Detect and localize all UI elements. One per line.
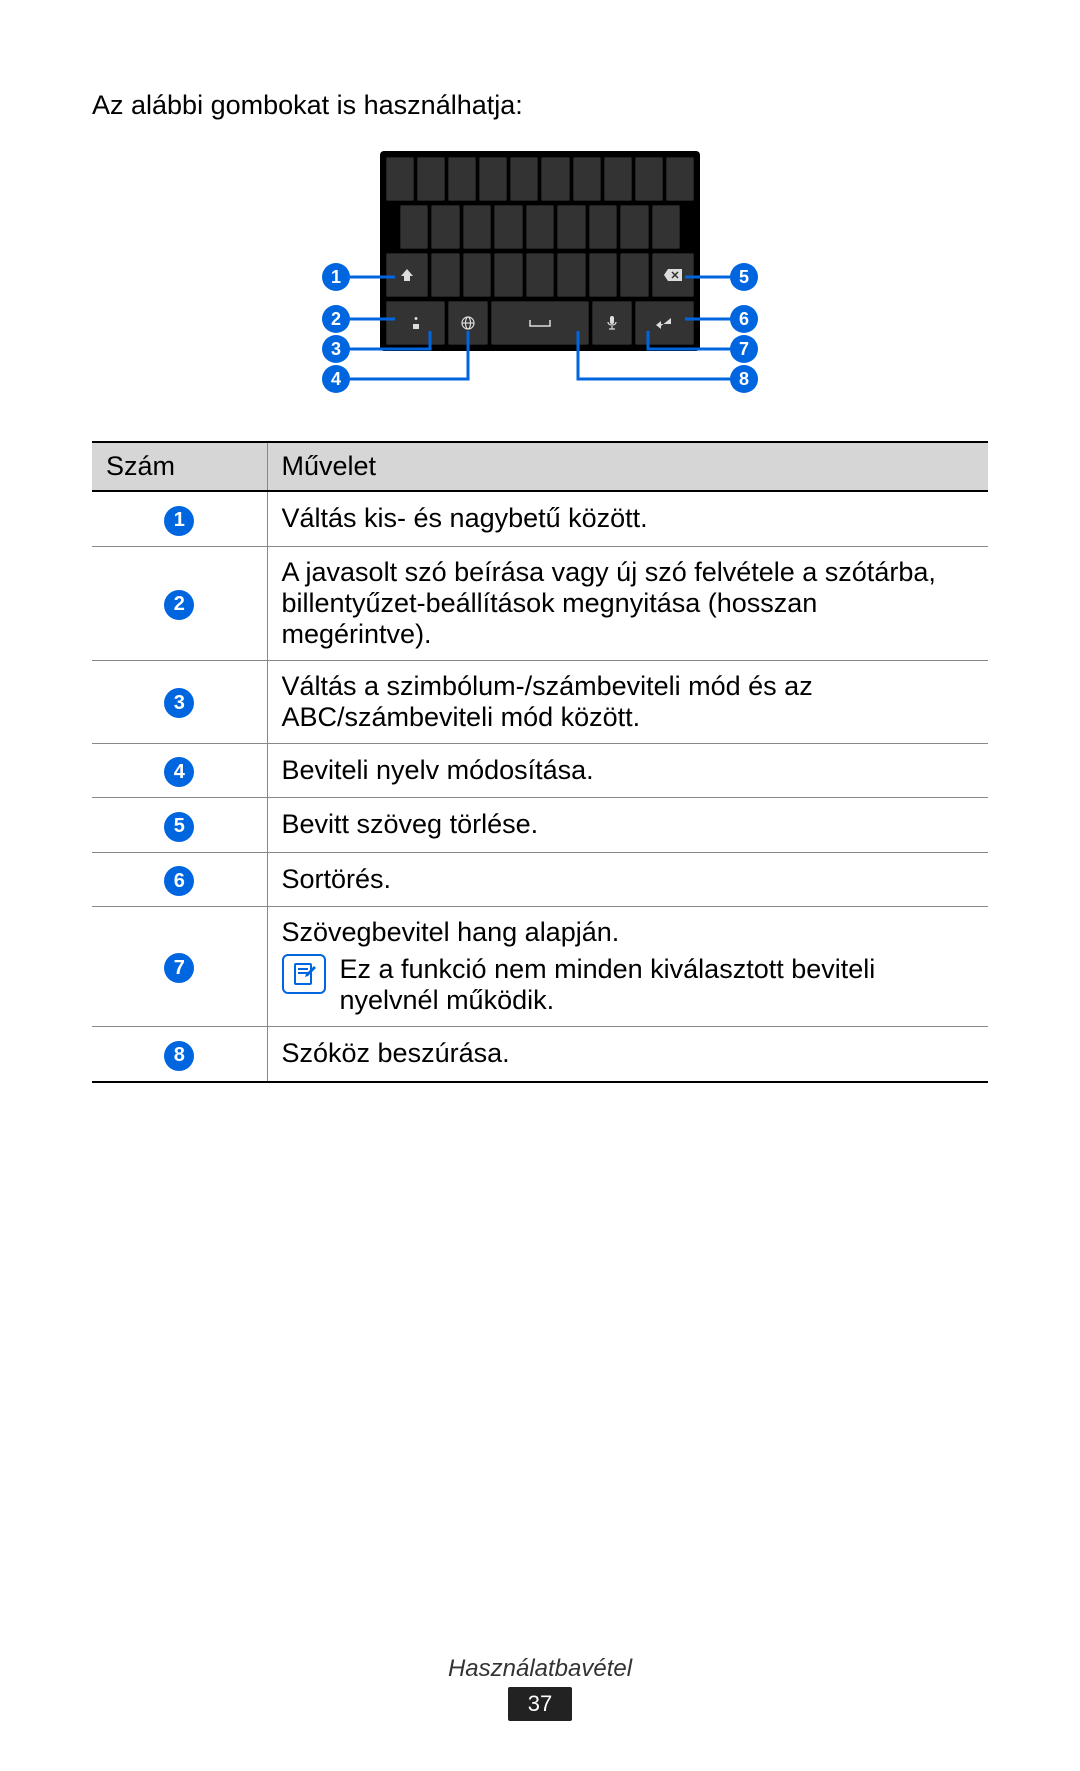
table-row: 3 Váltás a szimbólum-/számbeviteli mód és… bbox=[92, 660, 988, 743]
note-icon bbox=[282, 954, 326, 994]
number-badge: 7 bbox=[164, 953, 194, 983]
header-action: Művelet bbox=[267, 442, 988, 491]
action-cell: Bevitt szöveg törlése. bbox=[267, 798, 988, 853]
number-badge: 6 bbox=[164, 866, 194, 896]
number-badge: 2 bbox=[164, 590, 194, 620]
table-row: 6 Sortörés. bbox=[92, 852, 988, 907]
callout-badge-8: 8 bbox=[730, 365, 758, 393]
intro-text: Az alábbi gombokat is használhatja: bbox=[92, 90, 988, 121]
page-number: 37 bbox=[508, 1687, 572, 1721]
callout-badge-4: 4 bbox=[322, 365, 350, 393]
table-row: 8 Szóköz beszúrása. bbox=[92, 1027, 988, 1082]
header-number: Szám bbox=[92, 442, 267, 491]
number-badge: 5 bbox=[164, 812, 194, 842]
callout-badge-2: 2 bbox=[322, 305, 350, 333]
action-cell: Szövegbevitel hang alapján.Ez a funkció … bbox=[267, 907, 988, 1027]
number-badge: 3 bbox=[164, 688, 194, 718]
action-cell: Sortörés. bbox=[267, 852, 988, 907]
callout-badge-3: 3 bbox=[322, 335, 350, 363]
keyboard-illustration: 1 2 3 4 5 6 7 8 bbox=[240, 151, 840, 401]
table-row: 2 A javasolt szó beírása vagy új szó felv… bbox=[92, 546, 988, 660]
action-cell: A javasolt szó beírása vagy új szó felvé… bbox=[267, 546, 988, 660]
table-row: 5 Bevitt szöveg törlése. bbox=[92, 798, 988, 853]
table-row: 7 Szövegbevitel hang alapján.Ez a funkció… bbox=[92, 907, 988, 1027]
note-text: Ez a funkció nem minden kiválasztott bev… bbox=[340, 954, 975, 1016]
page-footer: Használatbavétel 37 bbox=[0, 1655, 1080, 1721]
number-badge: 1 bbox=[164, 506, 194, 536]
action-cell: Váltás kis- és nagybetű között. bbox=[267, 491, 988, 546]
callout-badge-6: 6 bbox=[730, 305, 758, 333]
table-row: 4 Beviteli nyelv módosítása. bbox=[92, 743, 988, 798]
reference-table: Szám Művelet 1 Váltás kis- és nagybetű kö… bbox=[92, 441, 988, 1083]
number-badge: 4 bbox=[164, 757, 194, 787]
number-badge: 8 bbox=[164, 1041, 194, 1071]
table-row: 1 Váltás kis- és nagybetű között. bbox=[92, 491, 988, 546]
action-cell: Váltás a szimbólum-/számbeviteli mód és … bbox=[267, 660, 988, 743]
footer-section: Használatbavétel bbox=[0, 1655, 1080, 1683]
action-cell: Szóköz beszúrása. bbox=[267, 1027, 988, 1082]
callout-badge-1: 1 bbox=[322, 263, 350, 291]
action-cell: Beviteli nyelv módosítása. bbox=[267, 743, 988, 798]
callout-badge-7: 7 bbox=[730, 335, 758, 363]
callout-badge-5: 5 bbox=[730, 263, 758, 291]
